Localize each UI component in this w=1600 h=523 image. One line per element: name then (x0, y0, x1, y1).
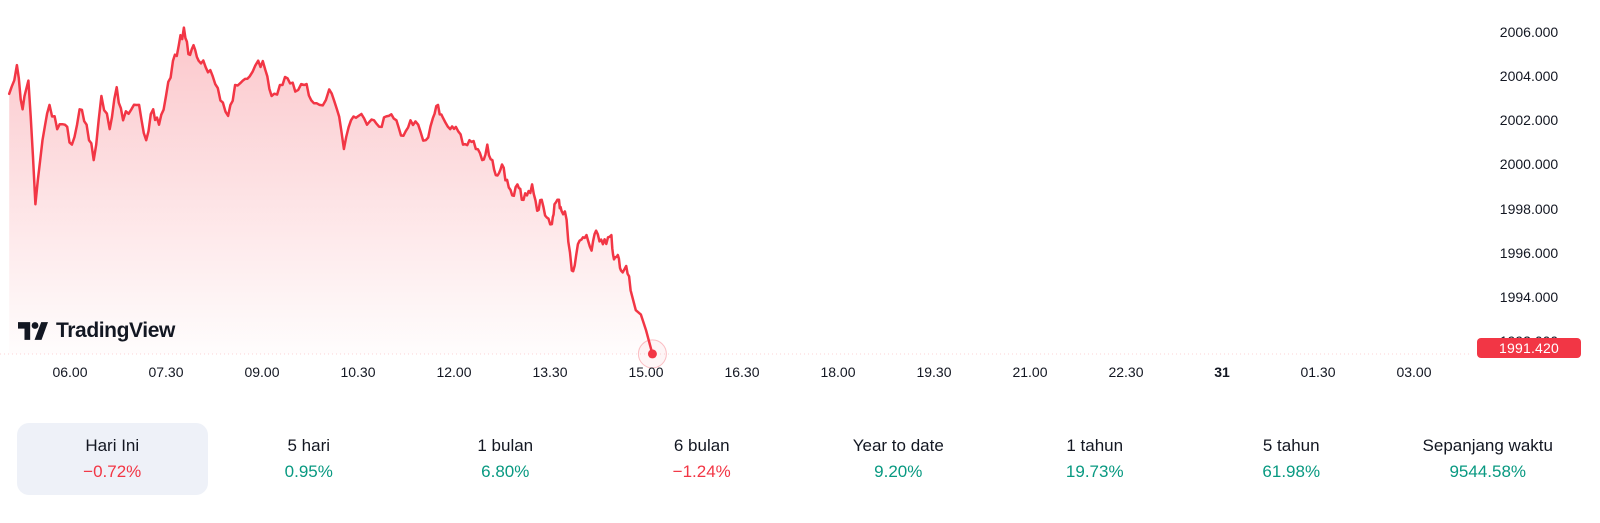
time-tick-label: 16.30 (724, 364, 760, 380)
tradingview-logo[interactable]: TradingView (18, 317, 175, 345)
period-label: Year to date (852, 436, 944, 455)
period-stat-6-bulan[interactable]: 6 bulan −1.24% (607, 423, 798, 495)
tradingview-wordmark: TradingView (56, 319, 175, 342)
time-tick-label: 06.00 (52, 364, 88, 380)
area-fill (9, 27, 653, 354)
period-stat-year-to-date[interactable]: Year to date 9.20% (803, 423, 994, 495)
period-label: Sepanjang waktu (1422, 436, 1553, 455)
price-tick-label: 1998.000 (1499, 200, 1559, 217)
time-tick-label: 18.00 (820, 364, 856, 380)
period-change-value: 0.95% (284, 462, 333, 481)
price-axis: 2006.000 2004.000 2002.000 2000.000 1998.000… (1477, 0, 1581, 392)
period-stat-hari-ini[interactable]: Hari Ini −0.72% (17, 423, 208, 495)
period-label: 1 bulan (477, 436, 534, 455)
time-tick-label: 10.30 (340, 364, 376, 380)
price-tick-label: 2006.000 (1499, 24, 1559, 40)
period-stat-5-tahun[interactable]: 5 tahun 61.98% (1196, 423, 1387, 495)
period-change-value: −0.72% (83, 462, 142, 481)
period-change-value: 6.80% (481, 462, 530, 481)
period-stat-1-tahun[interactable]: 1 tahun 19.73% (1000, 423, 1191, 495)
price-tick-label: 1994.000 (1499, 288, 1559, 305)
period-change-value: 9544.58% (1449, 462, 1527, 481)
period-change-value: −1.24% (672, 462, 731, 481)
time-tick-label: 01.30 (1300, 364, 1336, 380)
time-tick-label: 19.30 (916, 364, 952, 380)
period-label: 6 bulan (673, 436, 730, 455)
time-tick-label: 12.00 (436, 364, 472, 380)
last-price-value: 1991.420 (1499, 340, 1559, 356)
price-tick-label: 1996.000 (1499, 244, 1559, 261)
time-tick-label: 15.00 (628, 364, 664, 380)
price-tick-label: 2004.000 (1499, 68, 1559, 85)
time-tick-label: 09.00 (244, 364, 280, 380)
period-stat-sepanjang-waktu[interactable]: Sepanjang waktu 9544.58% (1393, 423, 1584, 495)
period-stats-row: Hari Ini −0.72% 5 hari 0.95% 1 bulan 6.80% 6 b… (14, 423, 1586, 495)
period-stat-5-hari[interactable]: 5 hari 0.95% (214, 423, 405, 495)
price-tick-label: 2002.000 (1499, 112, 1559, 129)
period-stat-1-bulan[interactable]: 1 bulan 6.80% (410, 423, 601, 495)
time-tick-label: 31 (1214, 364, 1230, 380)
time-tick-label: 07.30 (148, 364, 184, 380)
period-change-value: 9.20% (874, 462, 923, 481)
period-label: 5 hari (287, 436, 331, 455)
time-axis: 06.00 07.30 09.00 10.30 12.00 13.30 15.00 16.30… (0, 363, 1470, 383)
tradingview-logo-icon (18, 322, 48, 340)
price-area-chart (0, 26, 1472, 369)
period-label: Hari Ini (85, 436, 140, 455)
time-tick-label: 21.00 (1012, 364, 1048, 380)
last-price-badge: 1991.420 (1477, 338, 1581, 358)
chart-area[interactable]: 2006.000 2004.000 2002.000 2000.000 1998.000… (0, 0, 1600, 392)
time-tick-label: 13.30 (532, 364, 568, 380)
last-point-marker (647, 349, 657, 359)
period-label: 5 tahun (1262, 436, 1320, 455)
time-tick-label: 03.00 (1396, 364, 1432, 380)
price-tick-label: 2000.000 (1499, 156, 1559, 173)
period-label: 1 tahun (1066, 436, 1124, 455)
period-change-value: 61.98% (1262, 462, 1321, 481)
price-line (7, 26, 654, 356)
time-tick-label: 22.30 (1108, 364, 1144, 380)
period-change-value: 19.73% (1065, 462, 1124, 481)
